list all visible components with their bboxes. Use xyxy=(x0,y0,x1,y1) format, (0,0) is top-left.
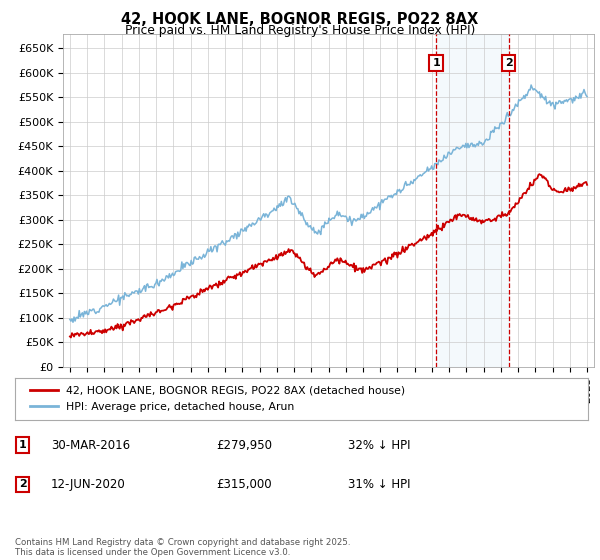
Legend: 42, HOOK LANE, BOGNOR REGIS, PO22 8AX (detached house), HPI: Average price, deta: 42, HOOK LANE, BOGNOR REGIS, PO22 8AX (d… xyxy=(26,381,410,417)
Text: 30-MAR-2016: 30-MAR-2016 xyxy=(51,438,130,452)
Text: 1: 1 xyxy=(432,58,440,68)
Text: £315,000: £315,000 xyxy=(216,478,272,491)
Text: 31% ↓ HPI: 31% ↓ HPI xyxy=(348,478,410,491)
Text: £279,950: £279,950 xyxy=(216,438,272,452)
Text: Contains HM Land Registry data © Crown copyright and database right 2025.
This d: Contains HM Land Registry data © Crown c… xyxy=(15,538,350,557)
Text: 32% ↓ HPI: 32% ↓ HPI xyxy=(348,438,410,452)
Text: 12-JUN-2020: 12-JUN-2020 xyxy=(51,478,126,491)
Bar xyxy=(436,34,509,367)
Text: 2: 2 xyxy=(19,479,26,489)
Text: Price paid vs. HM Land Registry's House Price Index (HPI): Price paid vs. HM Land Registry's House … xyxy=(125,24,475,37)
Text: 42, HOOK LANE, BOGNOR REGIS, PO22 8AX: 42, HOOK LANE, BOGNOR REGIS, PO22 8AX xyxy=(121,12,479,27)
Text: 1: 1 xyxy=(19,440,26,450)
Text: 2: 2 xyxy=(505,58,512,68)
